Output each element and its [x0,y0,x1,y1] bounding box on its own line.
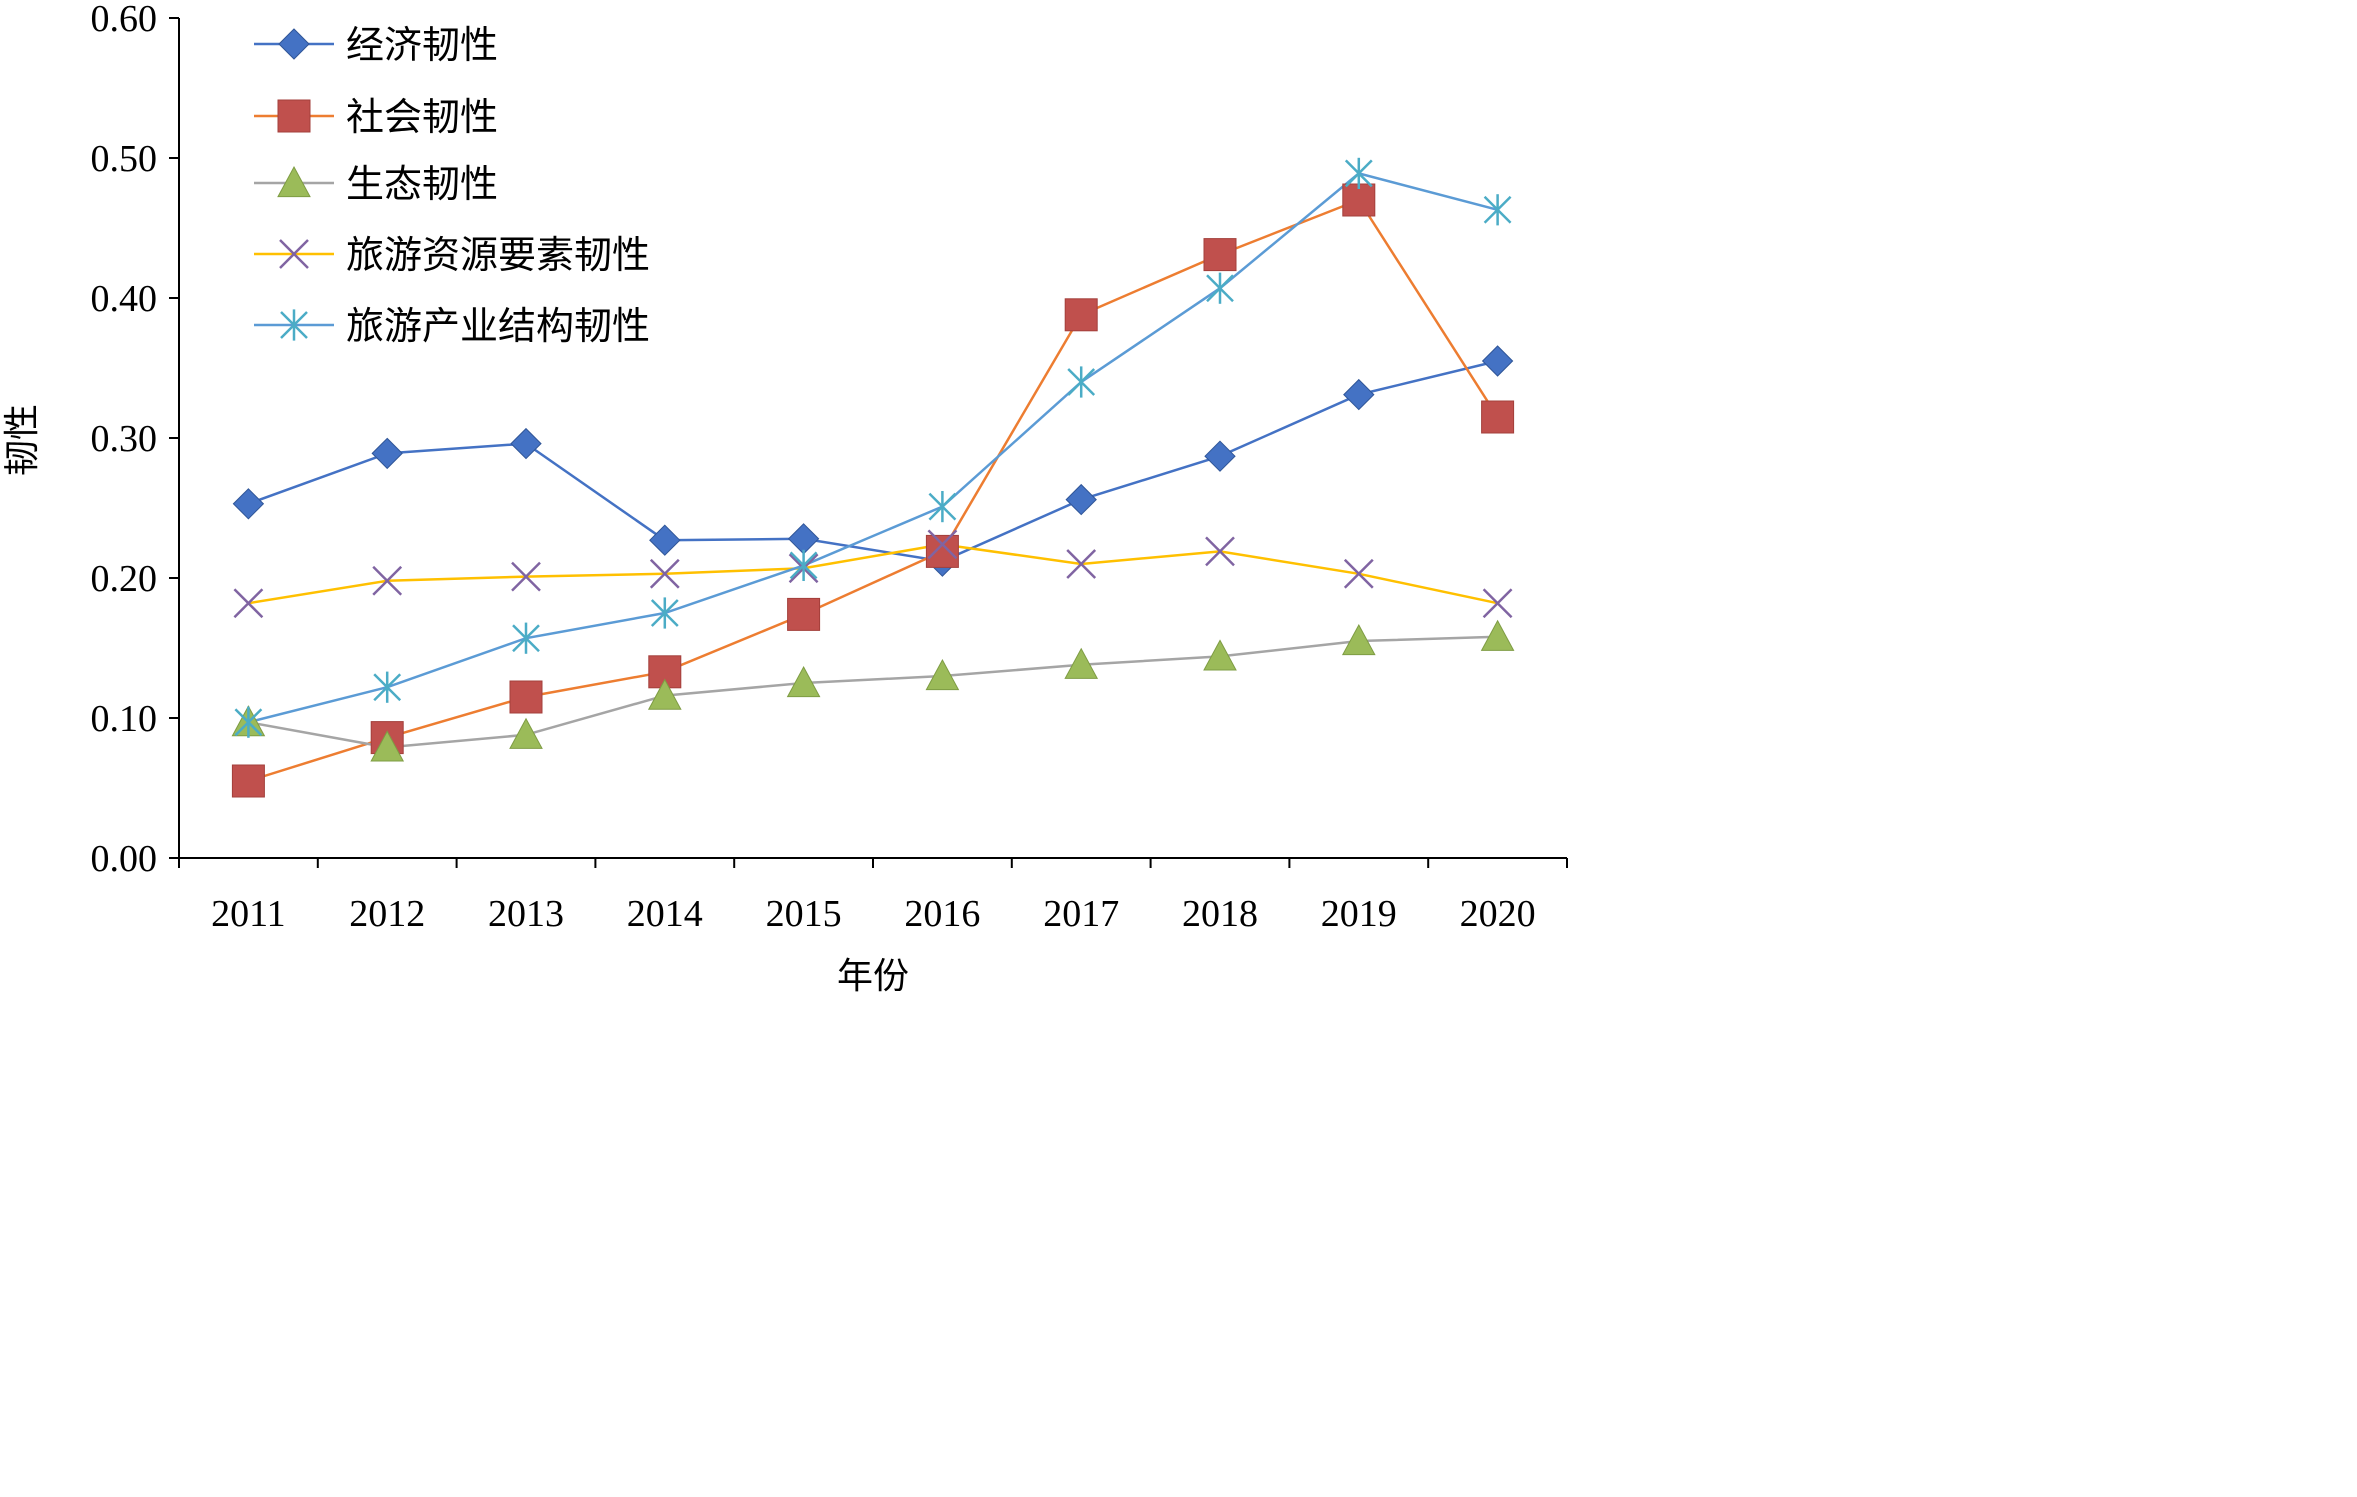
data-point-marker [511,561,541,592]
legend-label: 旅游资源要素韧性 [346,233,650,277]
x-tick-label: 2019 [1321,893,1397,935]
legend-marker [278,28,310,60]
data-point-marker [509,680,543,714]
data-point-marker [234,706,263,738]
data-point-marker [1483,194,1512,226]
x-marker-stroke [1205,536,1235,567]
data-point-marker [649,524,681,556]
data-point-marker [1480,619,1515,651]
legend-item: 生态韧性 [254,162,498,206]
data-point-marker [1064,298,1098,332]
data-point-marker [1344,157,1373,189]
x-tick-label: 2013 [488,893,564,935]
series-line-5 [248,172,1498,724]
data-point-marker [925,658,960,691]
legend-marker [277,99,311,133]
x-tick-label: 2020 [1460,893,1536,935]
x-marker-stroke [511,561,541,592]
data-point-marker [649,558,680,589]
data-point-marker [786,665,821,698]
data-point-marker [1204,440,1236,472]
data-point-marker [787,523,820,555]
legend-label: 社会韧性 [346,95,498,139]
data-point-marker [1203,238,1237,272]
legend-label: 旅游产业结构韧性 [346,304,650,348]
x-marker-stroke [372,565,403,596]
y-tick-label: 0.50 [91,138,158,180]
legend-item: 旅游资源要素韧性 [254,233,650,277]
data-point-marker [787,597,821,631]
data-point-marker [510,427,542,460]
data-point-marker [1205,536,1235,567]
x-marker-stroke [233,588,264,619]
data-point-marker [232,488,265,520]
legend-item: 社会韧性 [254,95,498,139]
x-marker-stroke [1482,588,1513,619]
x-tick-label: 2012 [349,893,425,935]
x-marker-stroke [1066,549,1097,579]
x-axis-title: 年份 [837,956,909,996]
data-point-marker [370,730,405,762]
data-point-marker [928,491,957,523]
data-point-marker [1203,639,1237,671]
legend-item: 经济韧性 [254,23,498,67]
data-point-marker [1067,366,1096,398]
series-lines [247,172,1499,783]
data-point-marker [233,588,264,619]
data-point-marker [1481,345,1514,377]
x-tick-label: 2015 [766,893,842,935]
x-marker-stroke [1343,558,1374,589]
data-point-marker [372,565,403,596]
legend-marker [277,165,311,198]
axes: 0.00 0.10 0.20 0.30 0.40 0.50 0.60 2011 2012 2013… [91,0,1568,935]
data-point-marker [1482,588,1513,619]
data-point-marker [1065,483,1097,516]
x-tick-label: 2017 [1043,893,1119,935]
data-point-marker [1343,378,1375,411]
y-tick-label: 0.40 [91,278,158,320]
y-tick-label: 0.00 [91,838,158,880]
y-axis-title: 韧性 [2,404,43,476]
data-point-marker [371,437,403,470]
data-point-marker [1341,623,1376,656]
data-point-marker [925,534,959,568]
data-point-marker [509,717,543,749]
legend-item: 旅游产业结构韧性 [254,304,650,348]
data-point-marker [927,529,958,560]
y-tick-label: 0.20 [91,558,158,600]
series-markers [231,157,1515,798]
x-tick-label: 2011 [211,893,286,935]
legend-label: 生态韧性 [346,162,498,206]
data-point-marker [1206,272,1234,304]
legend-marker [279,239,309,269]
data-point-marker [1064,647,1099,679]
data-point-marker [1481,400,1515,434]
data-point-marker [1342,183,1376,217]
x-marker-stroke [279,239,309,269]
y-tick-label: 0.30 [91,418,158,460]
legend-label: 经济韧性 [346,23,498,67]
y-tick-label: 0.10 [91,698,158,740]
data-point-marker [789,549,818,581]
series-line-4 [248,543,1498,605]
series-line-3 [248,635,1498,749]
data-point-marker [373,671,402,703]
y-tick-label: 0.60 [91,0,158,40]
x-tick-label: 2016 [904,893,980,935]
x-marker-stroke [649,558,680,589]
line-chart: 0.00 0.10 0.20 0.30 0.40 0.50 0.60 2011 2012 2013… [2,0,1568,996]
data-point-marker [231,764,265,798]
data-point-marker [512,622,540,654]
series-line-1 [247,359,1498,563]
x-tick-label: 2014 [627,893,703,935]
series-line-2 [248,198,1499,783]
legend-marker [280,309,308,341]
x-marker-stroke [927,529,958,560]
data-point-marker [1343,558,1374,589]
data-point-marker [1066,549,1097,579]
data-point-marker [647,678,682,710]
data-point-marker [650,597,679,629]
x-tick-label: 2018 [1182,893,1258,935]
